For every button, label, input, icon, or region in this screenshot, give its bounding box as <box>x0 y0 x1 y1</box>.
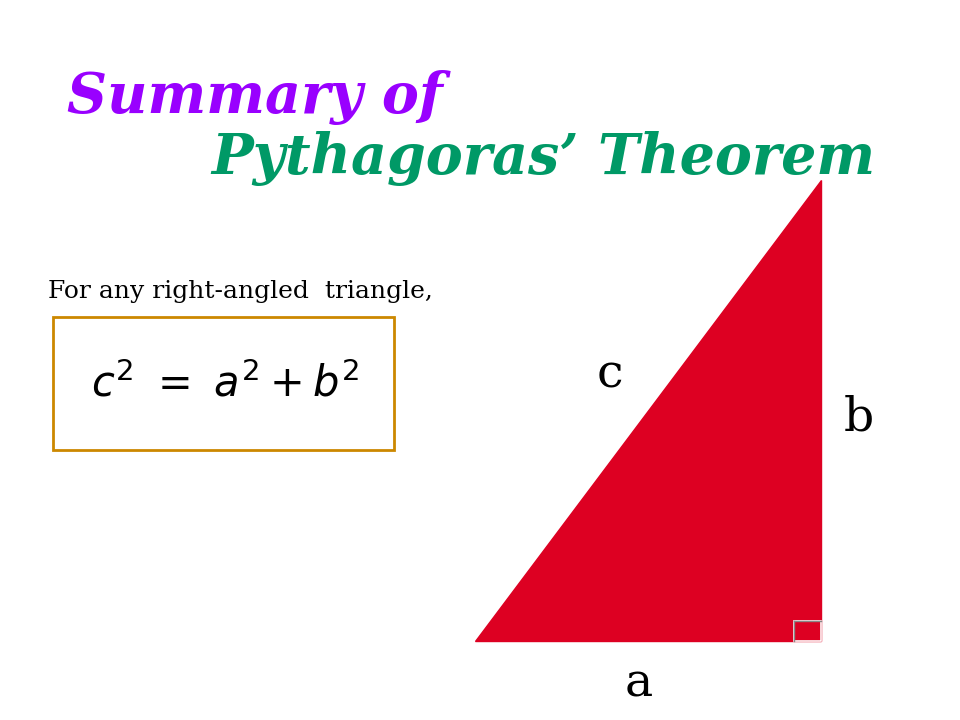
Bar <box>794 621 821 641</box>
Text: a: a <box>624 662 653 706</box>
Text: $c^2\ =\ a^2 + b^2$: $c^2\ =\ a^2 + b^2$ <box>91 362 360 405</box>
Text: Summary of: Summary of <box>67 70 443 125</box>
Text: b: b <box>844 395 875 440</box>
Polygon shape <box>475 180 821 641</box>
Text: For any right-angled  triangle,: For any right-angled triangle, <box>48 280 433 303</box>
Text: Pythagoras’ Theorem: Pythagoras’ Theorem <box>211 131 876 186</box>
Text: c: c <box>596 352 623 397</box>
Bar <box>53 317 394 450</box>
